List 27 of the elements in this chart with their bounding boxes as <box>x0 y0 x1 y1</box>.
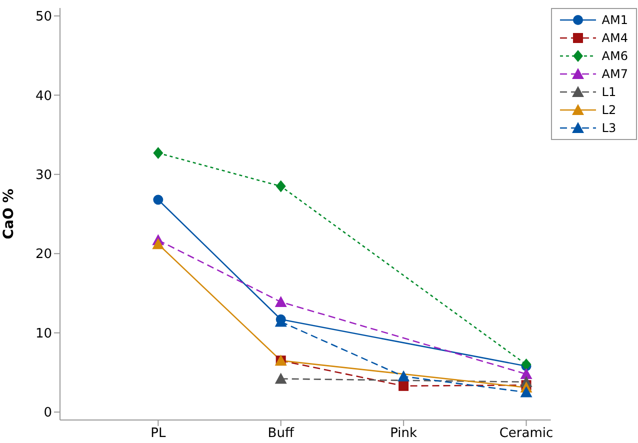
point <box>398 370 410 382</box>
point <box>153 194 164 205</box>
y-tick-label: 20 <box>35 247 52 262</box>
y-axis-title: CaO % <box>0 188 17 240</box>
x-tick-label: PL <box>150 426 166 442</box>
legend-label: AM7 <box>602 66 628 83</box>
point <box>153 146 164 159</box>
legend-label: AM6 <box>602 48 628 65</box>
legend-label: L2 <box>602 102 616 119</box>
legend-label: AM4 <box>602 30 628 47</box>
point <box>152 238 164 250</box>
y-tick-label: 50 <box>35 10 52 25</box>
y-tick-label: 30 <box>35 168 52 183</box>
point <box>276 180 286 192</box>
legend-label: L1 <box>602 84 616 101</box>
legend-label: L3 <box>602 120 616 137</box>
point <box>274 296 287 307</box>
y-tick-label: 0 <box>44 406 52 421</box>
point <box>398 380 409 391</box>
x-tick-label: Ceramic <box>499 426 554 442</box>
point <box>521 358 532 371</box>
y-tick-label: 40 <box>35 88 52 104</box>
legend-label: AM1 <box>602 12 628 29</box>
x-tick-label: Buff <box>268 426 295 442</box>
point <box>520 386 532 398</box>
x-tick-label: Pink <box>390 426 418 442</box>
y-tick-label: 10 <box>35 326 52 342</box>
